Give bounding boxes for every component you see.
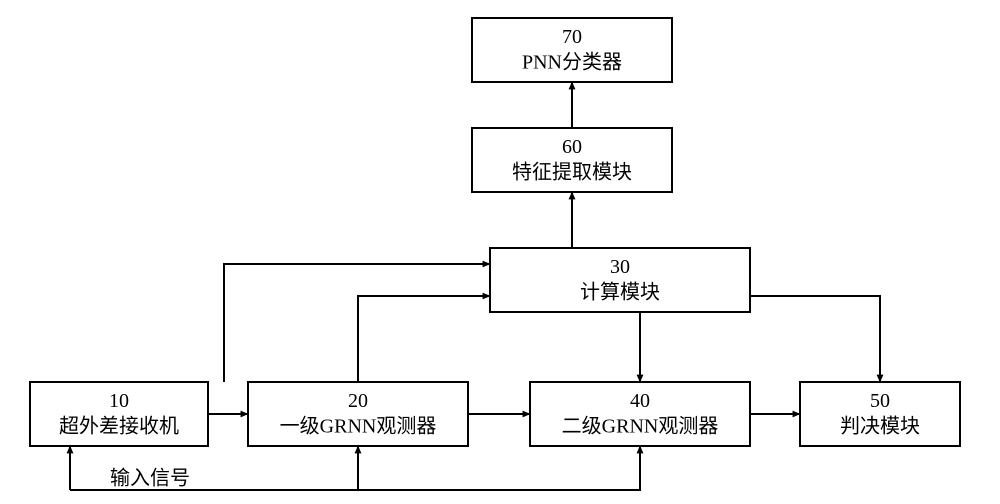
node-n20-num: 20 (348, 390, 368, 412)
node-n70-label: PNN分类器 (522, 51, 622, 74)
node-n40: 40 二级GRNN观测器 (530, 382, 750, 446)
node-n10: 10 超外差接收机 (30, 382, 208, 446)
node-n20-label: 一级GRNN观测器 (280, 415, 437, 438)
node-n40-label: 二级GRNN观测器 (562, 415, 719, 438)
node-n30-label: 计算模块 (580, 281, 660, 304)
edge-e30to50 (750, 296, 880, 382)
input-signal-label: 输入信号 (110, 467, 190, 490)
node-n40-num: 40 (630, 390, 650, 412)
node-n70: 70 PNN分类器 (472, 18, 672, 82)
node-n30: 30 计算模块 (490, 248, 750, 312)
node-n50-label: 判决模块 (840, 415, 920, 438)
node-n60: 60 特征提取模块 (472, 128, 672, 192)
node-n70-num: 70 (562, 26, 582, 48)
node-n20: 20 一级GRNN观测器 (248, 382, 468, 446)
node-n60-label: 特征提取模块 (512, 161, 632, 184)
node-n50-num: 50 (870, 390, 890, 412)
node-n30-num: 30 (610, 256, 630, 278)
node-n10-label: 超外差接收机 (59, 415, 179, 438)
node-n10-num: 10 (109, 390, 129, 412)
node-n60-num: 60 (562, 136, 582, 158)
node-n50: 50 判决模块 (800, 382, 960, 446)
edge-e20to30 (358, 296, 490, 382)
